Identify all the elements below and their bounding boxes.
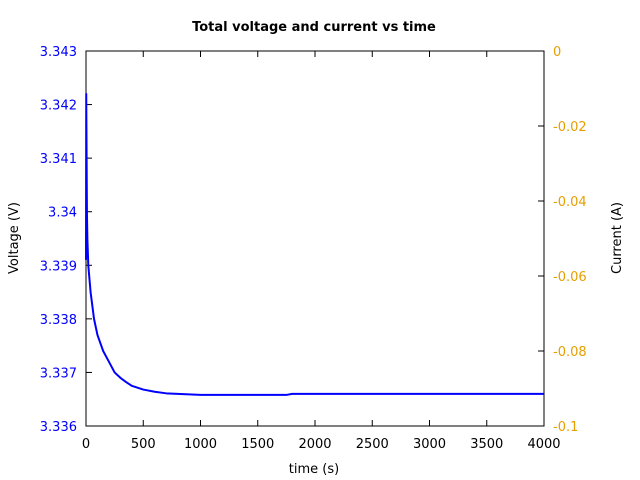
x-tick-label: 500 xyxy=(131,437,156,452)
chart-title: Total voltage and current vs time xyxy=(192,20,436,35)
x-axis-label: time (s) xyxy=(289,462,339,477)
y-left-tick-label: 3.34 xyxy=(48,206,77,221)
y-left-tick-label: 3.342 xyxy=(40,99,77,114)
voltage-series-line xyxy=(85,92,544,396)
y-left-tick-label: 3.339 xyxy=(40,259,77,274)
x-tick-label: 3000 xyxy=(413,437,446,452)
x-tick-label: 3500 xyxy=(470,437,503,452)
y-left-tick-label: 3.343 xyxy=(40,45,77,60)
y-right-tick-label: -0.04 xyxy=(553,195,587,210)
x-tick-label: 4000 xyxy=(527,437,560,452)
y-left-tick-label: 3.341 xyxy=(40,152,77,167)
y-right-tick-label: -0.02 xyxy=(553,120,587,135)
y-right-tick-label: -0.06 xyxy=(553,270,587,285)
x-tick-label: 0 xyxy=(82,437,90,452)
y-right-tick-label: -0.1 xyxy=(553,420,578,435)
y-axis-right-label: Current (A) xyxy=(610,202,625,274)
series-layer xyxy=(85,92,544,396)
y-axis-right: 0 -0.02 -0.04 -0.06 -0.08 -0.1 xyxy=(538,45,587,435)
y-axis-left: 3.343 3.342 3.341 3.34 3.339 3.338 3.337 3.336 xyxy=(40,45,92,435)
y-left-tick-label: 3.337 xyxy=(40,366,77,381)
y-right-tick-label: -0.08 xyxy=(553,345,587,360)
x-tick-label: 1500 xyxy=(241,437,274,452)
plot-frame xyxy=(85,50,545,427)
y-right-tick-label: 0 xyxy=(553,45,561,60)
x-tick-label: 1000 xyxy=(184,437,217,452)
y-left-tick-label: 3.338 xyxy=(40,313,77,328)
x-tick-label: 2000 xyxy=(298,437,331,452)
x-axis: 0 500 1000 1500 2000 2500 3000 3500 4000 xyxy=(82,51,561,452)
y-axis-left-label: Voltage (V) xyxy=(7,202,22,274)
y-left-tick-label: 3.336 xyxy=(40,420,77,435)
x-tick-label: 2500 xyxy=(356,437,389,452)
